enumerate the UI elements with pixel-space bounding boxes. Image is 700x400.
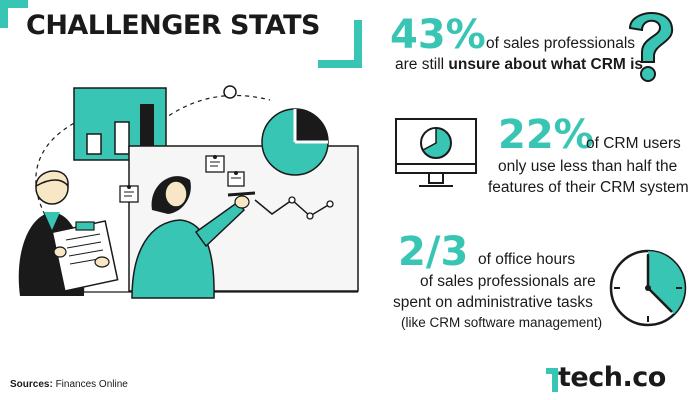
stat-3-line-1: of office hours bbox=[478, 251, 576, 268]
stat-2-figure: 22% bbox=[498, 112, 594, 158]
question-mark-icon bbox=[628, 12, 674, 82]
stat-2-line-2: only use less than half the bbox=[498, 158, 678, 175]
illustration bbox=[18, 85, 359, 299]
stat-1-line-2: are still unsure about what CRM is bbox=[395, 55, 643, 74]
logo-mark-icon bbox=[546, 368, 558, 392]
stat-3-figure: 2/3 bbox=[398, 229, 469, 275]
sources-note: Sources: Finances Online bbox=[10, 379, 128, 390]
stat-3-line-2: of sales professionals are bbox=[420, 273, 596, 290]
brand-logo: tech.co bbox=[558, 362, 666, 393]
stat-3-line-4: (like CRM software management) bbox=[401, 315, 603, 330]
clock-icon bbox=[609, 249, 687, 327]
stat-2-line-1: of CRM users bbox=[586, 135, 681, 152]
stat-1-figure: 43% bbox=[390, 12, 486, 58]
page-title: CHALLENGER STATS bbox=[26, 10, 320, 41]
title-bracket-top-left bbox=[0, 0, 28, 28]
title-bracket-bottom-right bbox=[318, 20, 362, 68]
stat-1-line-2-bold: unsure about what CRM is bbox=[448, 56, 644, 73]
stat-1-line-2-normal: are still bbox=[395, 56, 449, 73]
sources-label: Sources: bbox=[10, 379, 53, 390]
monitor-pie-chart-icon bbox=[395, 118, 477, 187]
stat-1-line-1: of sales professionals bbox=[486, 35, 636, 52]
stat-3-line-3: spent on administrative tasks bbox=[393, 294, 593, 311]
sources-value: Finances Online bbox=[55, 379, 128, 390]
stat-2-line-3: features of their CRM system bbox=[488, 179, 689, 196]
